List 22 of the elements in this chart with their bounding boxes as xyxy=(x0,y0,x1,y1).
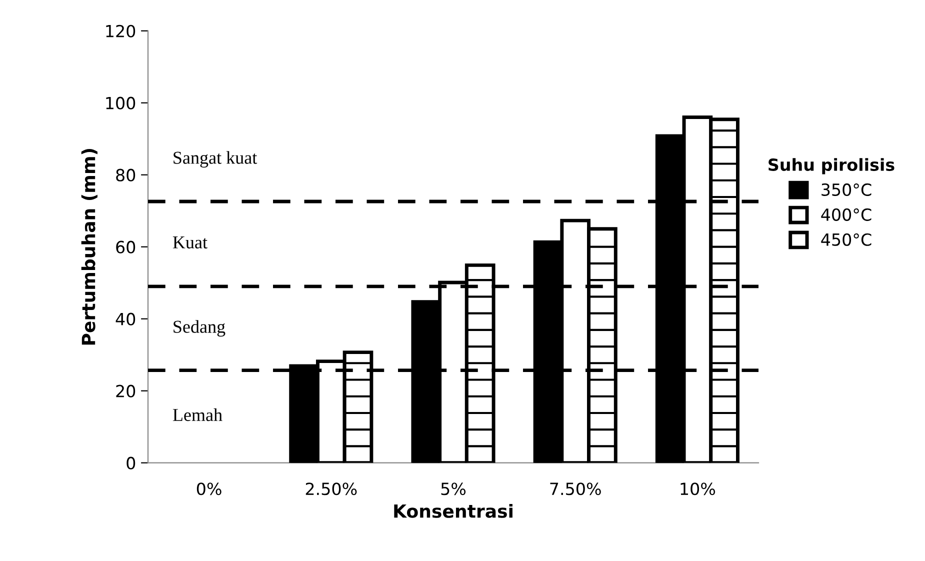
x-axis-title: Konsentrasi xyxy=(394,504,512,518)
annotation: Lemah xyxy=(172,408,222,422)
y-tick-label: 100 xyxy=(106,96,136,110)
annotation: Kuat xyxy=(172,236,208,248)
y-tick-label: 80 xyxy=(116,168,136,182)
x-tick-label: 5% xyxy=(441,482,466,496)
annotation: Sangat kuat xyxy=(174,151,258,168)
y-tick-label: 60 xyxy=(116,240,136,254)
y-tick-label: 20 xyxy=(116,384,136,398)
y-tick-label: 0 xyxy=(126,456,136,470)
legend-title: Suhu pirolisis xyxy=(768,158,894,174)
legend-label: 450°C xyxy=(821,233,872,246)
x-tick-label: 2.50% xyxy=(306,482,357,496)
x-tick-label: 7.50% xyxy=(550,482,601,496)
annotation: Sedang xyxy=(174,320,226,337)
x-tick-label: 10% xyxy=(680,482,716,496)
legend-label: 400°C xyxy=(821,208,872,221)
y-tick-label: 120 xyxy=(106,24,136,38)
legend-label: 350°C xyxy=(822,183,872,196)
y-tick-label: 40 xyxy=(116,312,136,326)
x-tick-label: 0% xyxy=(196,482,222,496)
y-axis-title: Pertumbuhan (mm) xyxy=(81,149,98,345)
